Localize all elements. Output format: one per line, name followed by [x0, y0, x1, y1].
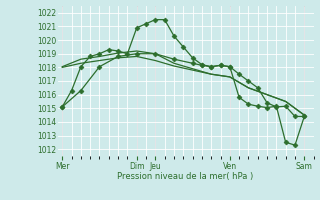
- X-axis label: Pression niveau de la mer( hPa ): Pression niveau de la mer( hPa ): [117, 172, 254, 181]
